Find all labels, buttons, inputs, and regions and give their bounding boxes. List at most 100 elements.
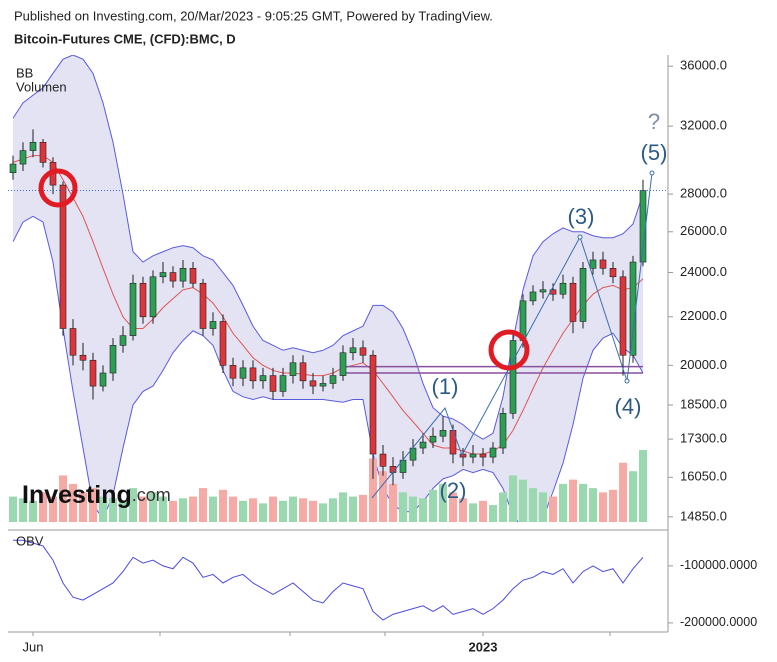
volume-bar	[329, 498, 337, 522]
volume-bar	[79, 492, 87, 522]
volume-bar	[459, 498, 467, 522]
volume-bar	[489, 505, 497, 522]
highlight-circle	[38, 168, 78, 208]
volume-bar	[419, 498, 427, 522]
volume-bar	[429, 489, 437, 522]
question-mark: ?	[648, 109, 660, 134]
y-tick-label: 24000.0	[680, 264, 727, 279]
candle-body	[439, 430, 447, 437]
candle-body	[159, 272, 167, 278]
band-area	[13, 55, 643, 522]
candle-body	[249, 367, 257, 382]
candle-body	[119, 335, 127, 346]
candle-body	[499, 413, 507, 449]
x-tick-marks	[159, 632, 611, 636]
volume-bar	[579, 483, 587, 522]
volume-bar	[529, 488, 537, 522]
volume-bar	[299, 498, 307, 522]
header: Published on Investing.com, 20/Mar/2023 …	[14, 8, 493, 23]
candle-body	[29, 141, 37, 151]
highlight-circle	[488, 329, 530, 371]
volume-bar	[169, 500, 177, 522]
volume-bar	[369, 458, 377, 522]
volume-bar	[69, 483, 77, 522]
wave-label: (3)	[568, 204, 595, 229]
candle-body	[89, 359, 97, 387]
wave-label: (2)	[440, 478, 467, 503]
candle-body	[359, 347, 367, 356]
volume-bar	[379, 471, 387, 522]
candle-body	[349, 347, 357, 354]
watermark: Investing.com	[22, 481, 171, 509]
volume-bar	[629, 471, 637, 522]
volume-bar	[359, 494, 367, 522]
candle-body	[529, 291, 537, 302]
volume-bar	[619, 462, 627, 522]
candle-body	[269, 375, 277, 392]
volume-bar	[59, 475, 67, 522]
volume-bar	[519, 479, 527, 522]
volume-bar	[349, 496, 357, 522]
candle-body	[259, 375, 267, 382]
obv-line	[13, 539, 644, 621]
volume-bar	[159, 496, 167, 522]
volume-bar	[39, 492, 47, 522]
candle-body	[539, 289, 547, 293]
volume-bar	[549, 496, 557, 522]
volume-bar	[589, 488, 597, 522]
volume-bar	[139, 496, 147, 522]
candle-body	[579, 268, 587, 322]
candle-body	[229, 365, 237, 379]
obv-label: OBV	[16, 533, 44, 548]
volume-bar	[339, 492, 347, 522]
y-tick-label: 20000.0	[680, 357, 727, 372]
candle-body	[509, 340, 517, 414]
volume-bar	[399, 492, 407, 522]
volume-label: Volumen	[16, 79, 67, 94]
volume-bar	[289, 496, 297, 522]
candle-body	[329, 375, 337, 384]
candle-body	[149, 276, 157, 318]
candle-body	[319, 383, 327, 387]
y-tick-label: 28000.0	[680, 186, 727, 201]
candle-body	[629, 261, 637, 356]
wave-label: (4)	[615, 394, 642, 419]
volume-bar	[479, 500, 487, 522]
band-lower	[12, 215, 644, 522]
volume-bar	[599, 492, 607, 522]
y-tick-label: 17300.0	[680, 431, 727, 446]
candle-body	[189, 268, 197, 284]
y-tick-label: 32000.0	[680, 118, 727, 133]
volume-bar	[559, 483, 567, 522]
x-tick-label: 2023	[469, 639, 498, 654]
candle-body	[449, 430, 457, 455]
volume-bar	[389, 483, 397, 522]
candle-body	[39, 141, 47, 163]
volume-bar	[309, 500, 317, 522]
wave-points	[577, 170, 655, 384]
volume-bar	[199, 488, 207, 522]
volume-bar	[639, 450, 647, 522]
obv-tick-label: -100000.0000	[680, 558, 757, 572]
volume-bar	[109, 498, 117, 522]
candle-body	[489, 447, 497, 458]
candle-body	[209, 321, 217, 329]
candle-body	[309, 380, 317, 387]
candle-body	[479, 453, 487, 458]
watermark-suffix: .com	[132, 485, 171, 505]
candle-body	[599, 259, 607, 269]
candle-body	[589, 259, 597, 269]
volume-bar	[259, 503, 267, 522]
candle-body	[9, 163, 17, 174]
candle-body	[99, 372, 107, 387]
candle-body	[429, 435, 437, 443]
watermark-brand: Investing	[22, 481, 132, 509]
candle-body	[109, 345, 117, 374]
candle-body	[59, 184, 67, 329]
chart-title: Bitcoin-Futures CME, (CFD):BMC, D	[14, 31, 236, 46]
volume-bar	[569, 479, 577, 522]
candle-body	[559, 282, 567, 295]
candle-body	[129, 282, 137, 336]
y-tick-label: 22000.0	[680, 308, 727, 323]
volume-bar	[449, 492, 457, 522]
